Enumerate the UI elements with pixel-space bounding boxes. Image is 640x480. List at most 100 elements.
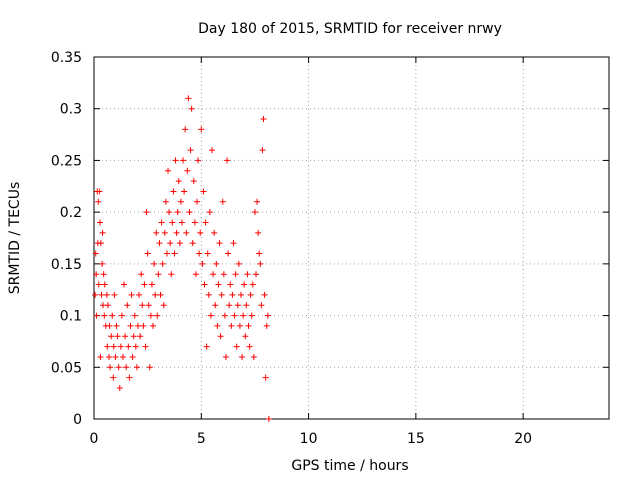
data-point xyxy=(233,343,240,350)
data-point xyxy=(257,260,264,267)
y-tick-label: 0.05 xyxy=(51,360,82,376)
data-point xyxy=(117,343,124,350)
y-tick-label: 0.1 xyxy=(60,309,82,325)
data-point xyxy=(259,147,266,154)
y-tick-label: 0.2 xyxy=(60,205,82,221)
data-point xyxy=(189,240,196,247)
data-point xyxy=(131,312,138,319)
data-point xyxy=(185,95,192,102)
data-point xyxy=(196,250,203,257)
data-point xyxy=(139,302,146,309)
data-point xyxy=(93,271,100,278)
plot-frame xyxy=(93,56,610,420)
data-point xyxy=(162,198,169,205)
data-point xyxy=(151,260,158,267)
data-point xyxy=(143,209,150,216)
data-point xyxy=(159,260,166,267)
data-point xyxy=(106,322,113,329)
data-point xyxy=(253,271,260,278)
data-point xyxy=(108,333,115,340)
data-point xyxy=(202,219,209,226)
data-point xyxy=(138,271,145,278)
data-point xyxy=(236,322,243,329)
data-point xyxy=(247,291,254,298)
data-point xyxy=(133,364,140,371)
grid xyxy=(94,57,609,419)
data-point xyxy=(216,240,223,247)
data-point xyxy=(110,374,117,381)
data-point xyxy=(211,229,218,236)
data-point xyxy=(191,219,198,226)
data-point xyxy=(200,188,207,195)
x-tick-label: 0 xyxy=(90,431,99,447)
y-tick-label: 0.25 xyxy=(51,153,82,169)
data-point xyxy=(245,322,252,329)
data-point xyxy=(111,291,118,298)
data-point xyxy=(127,322,134,329)
data-point xyxy=(228,322,235,329)
data-point xyxy=(264,312,271,319)
data-point xyxy=(222,353,229,360)
data-point xyxy=(113,322,120,329)
data-point xyxy=(144,250,151,257)
data-point xyxy=(122,333,129,340)
data-point xyxy=(115,364,122,371)
data-point xyxy=(255,229,262,236)
data-point xyxy=(101,281,108,288)
data-point xyxy=(203,343,210,350)
data-point xyxy=(92,291,99,298)
data-points xyxy=(92,95,272,422)
data-point xyxy=(97,353,104,360)
data-point xyxy=(243,302,250,309)
data-point xyxy=(99,229,106,236)
data-point xyxy=(250,353,257,360)
data-point xyxy=(157,291,164,298)
data-point xyxy=(171,250,178,257)
data-point xyxy=(95,281,102,288)
data-point xyxy=(166,209,173,216)
data-point xyxy=(184,167,191,174)
data-point xyxy=(109,312,116,319)
data-point xyxy=(221,312,228,319)
data-point xyxy=(104,302,111,309)
data-point xyxy=(230,240,237,247)
data-point xyxy=(232,271,239,278)
data-point xyxy=(154,312,161,319)
data-point xyxy=(147,312,154,319)
data-point xyxy=(192,271,199,278)
data-point xyxy=(95,198,102,205)
data-point xyxy=(176,240,183,247)
data-point xyxy=(235,260,242,267)
data-point xyxy=(206,209,213,216)
data-point xyxy=(205,291,212,298)
data-point xyxy=(161,229,168,236)
data-point xyxy=(155,271,162,278)
x-tick-label: 15 xyxy=(407,431,425,447)
data-point xyxy=(199,260,206,267)
data-point xyxy=(190,178,197,185)
data-point xyxy=(116,384,123,391)
x-tick-label: 20 xyxy=(514,431,532,447)
data-point xyxy=(224,157,231,164)
data-point xyxy=(140,322,147,329)
y-tick-label: 0.3 xyxy=(60,102,82,118)
x-tick-label: 5 xyxy=(197,431,206,447)
data-point xyxy=(167,240,174,247)
data-point xyxy=(129,353,136,360)
data-point xyxy=(106,353,113,360)
data-point xyxy=(119,353,126,360)
data-point xyxy=(214,322,221,329)
data-point xyxy=(126,374,133,381)
data-point xyxy=(225,250,232,257)
data-point xyxy=(246,343,253,350)
data-point xyxy=(168,271,175,278)
data-point xyxy=(231,312,238,319)
data-point xyxy=(262,374,269,381)
data-point xyxy=(97,240,104,247)
data-point xyxy=(263,322,270,329)
data-point xyxy=(244,271,251,278)
data-point xyxy=(177,198,184,205)
x-axis: 0 5 10 15 20 xyxy=(90,57,532,447)
data-point xyxy=(209,147,216,154)
data-point xyxy=(130,333,137,340)
